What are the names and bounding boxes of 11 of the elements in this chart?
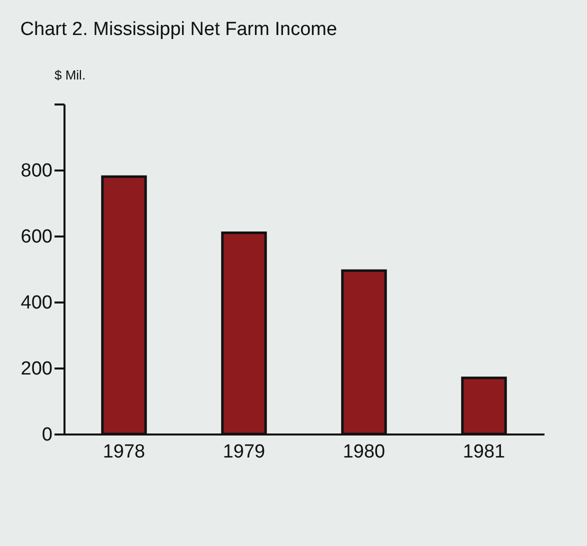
- y-tick-label: 0: [42, 424, 52, 446]
- y-tick-label: 200: [20, 358, 52, 380]
- y-tick-label: 400: [20, 292, 52, 314]
- y-tick-label: 800: [20, 160, 52, 182]
- x-tick-label: 1980: [342, 442, 386, 462]
- chart-title: Chart 2. Mississippi Net Farm Income: [20, 19, 338, 40]
- x-tick-label: 1979: [222, 442, 266, 462]
- y-tick-label: 600: [20, 226, 52, 248]
- y-axis-title: $ Mil.: [54, 68, 86, 82]
- x-tick-label: 1981: [462, 442, 506, 462]
- x-tick-label: 1978: [102, 442, 146, 462]
